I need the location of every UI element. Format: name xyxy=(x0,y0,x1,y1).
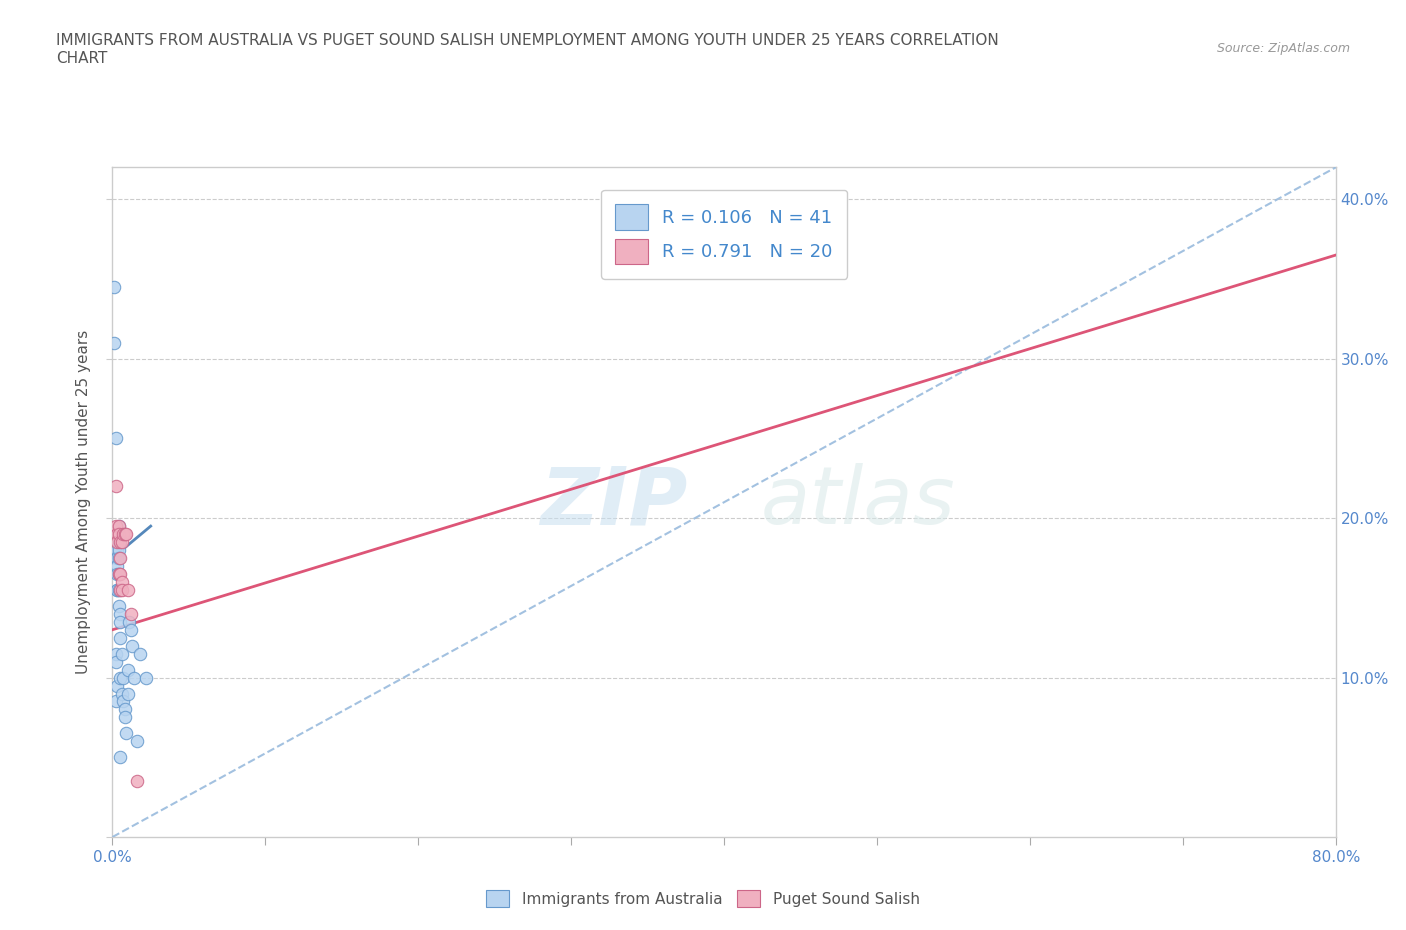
Point xyxy=(111,575,134,590)
Point xyxy=(108,606,131,621)
Point xyxy=(104,431,127,445)
Point xyxy=(104,646,127,661)
Point xyxy=(121,638,143,653)
Point xyxy=(111,535,134,550)
Point xyxy=(105,526,128,541)
Point xyxy=(114,702,136,717)
Point xyxy=(107,519,129,534)
Point xyxy=(107,535,129,550)
Point xyxy=(105,551,128,565)
Y-axis label: Unemployment Among Youth under 25 years: Unemployment Among Youth under 25 years xyxy=(76,330,91,674)
Point xyxy=(105,559,128,574)
Point xyxy=(103,336,125,351)
Point xyxy=(135,671,157,685)
Point xyxy=(120,622,142,637)
Point xyxy=(111,582,134,597)
Point xyxy=(117,582,139,597)
Text: CHART: CHART xyxy=(56,51,108,66)
Legend: Immigrants from Australia, Puget Sound Salish: Immigrants from Australia, Puget Sound S… xyxy=(481,884,925,913)
Point xyxy=(107,566,129,581)
Point xyxy=(117,686,139,701)
Point xyxy=(118,615,141,630)
Point xyxy=(105,582,128,597)
Point xyxy=(104,519,127,534)
Legend: R = 0.106   N = 41, R = 0.791   N = 20: R = 0.106 N = 41, R = 0.791 N = 20 xyxy=(600,190,848,279)
Point xyxy=(107,566,129,581)
Point xyxy=(104,694,127,709)
Point xyxy=(105,582,128,597)
Point xyxy=(107,582,129,597)
Point xyxy=(105,678,128,693)
Point xyxy=(111,646,134,661)
Point xyxy=(114,526,136,541)
Text: IMMIGRANTS FROM AUSTRALIA VS PUGET SOUND SALISH UNEMPLOYMENT AMONG YOUTH UNDER 2: IMMIGRANTS FROM AUSTRALIA VS PUGET SOUND… xyxy=(56,33,1000,47)
Point xyxy=(107,542,129,557)
Point xyxy=(125,774,148,789)
Point xyxy=(122,671,145,685)
Point xyxy=(108,671,131,685)
Point xyxy=(120,606,142,621)
Point xyxy=(115,526,138,541)
Text: Source: ZipAtlas.com: Source: ZipAtlas.com xyxy=(1216,42,1350,55)
Point xyxy=(104,479,127,494)
Point xyxy=(108,582,131,597)
Text: ZIP: ZIP xyxy=(540,463,688,541)
Point xyxy=(107,519,129,534)
Point xyxy=(105,535,128,550)
Point xyxy=(114,710,136,724)
Point xyxy=(107,598,129,613)
Point xyxy=(112,526,135,541)
Point xyxy=(107,551,129,565)
Point xyxy=(103,280,125,295)
Point xyxy=(112,694,135,709)
Point xyxy=(111,686,134,701)
Point xyxy=(112,671,135,685)
Point xyxy=(117,662,139,677)
Point xyxy=(129,646,152,661)
Point xyxy=(108,535,131,550)
Point xyxy=(104,654,127,669)
Point xyxy=(108,750,131,764)
Point xyxy=(105,566,128,581)
Point xyxy=(108,615,131,630)
Point xyxy=(125,734,148,749)
Point xyxy=(108,566,131,581)
Point xyxy=(108,631,131,645)
Point xyxy=(107,526,129,541)
Point xyxy=(115,726,138,741)
Text: atlas: atlas xyxy=(761,463,956,541)
Point xyxy=(108,551,131,565)
Point xyxy=(105,542,128,557)
